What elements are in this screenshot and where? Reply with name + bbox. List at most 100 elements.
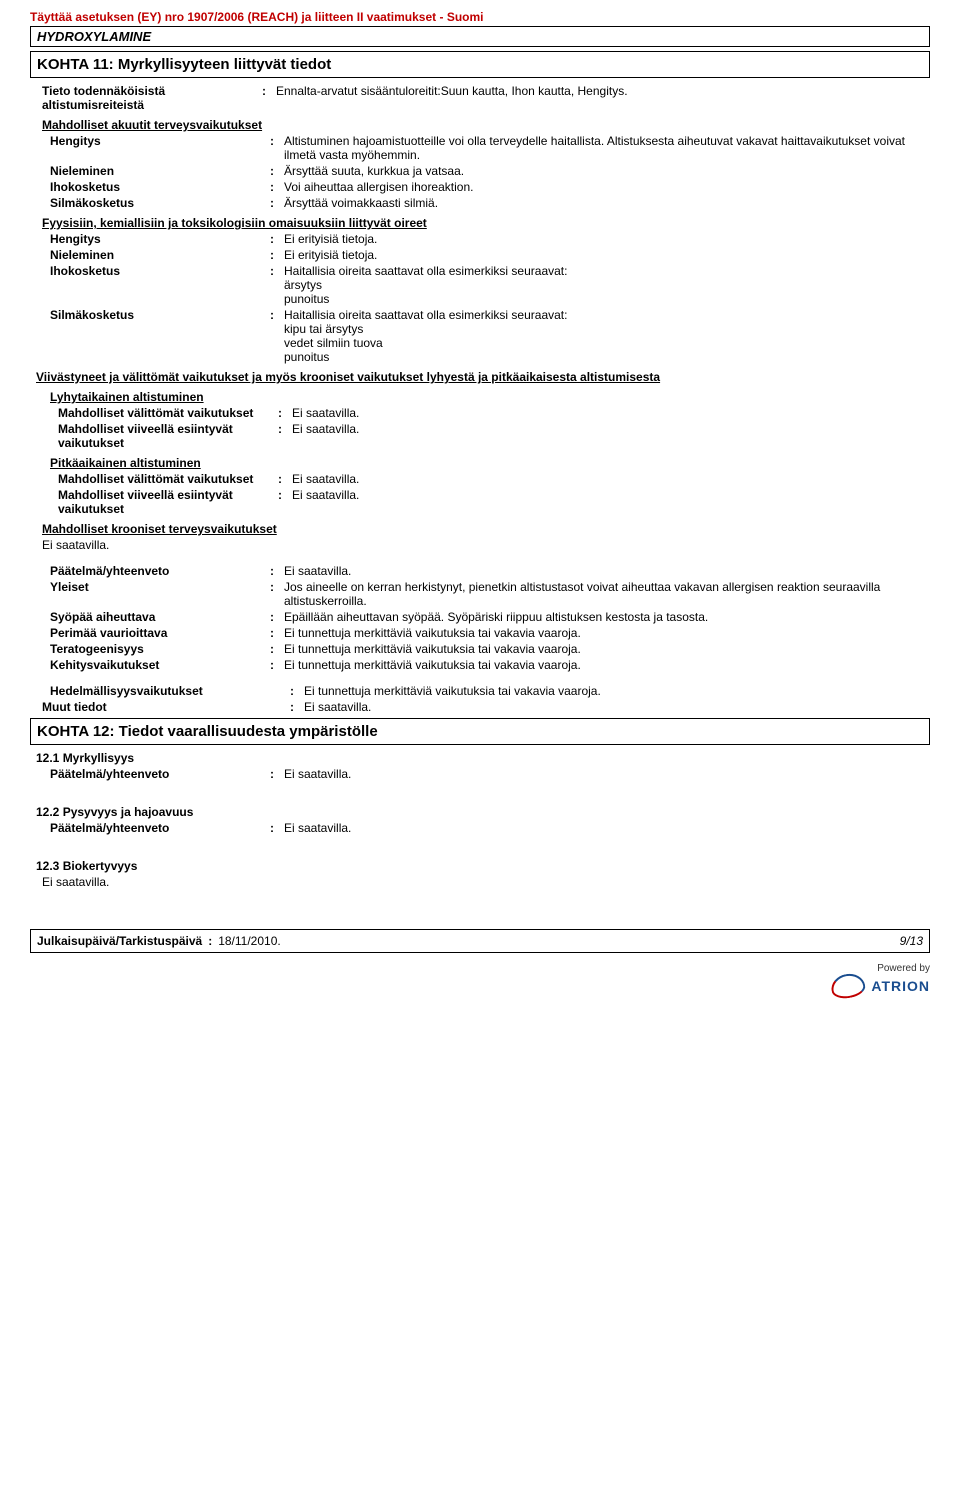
symptoms-heading: Fyysisiin, kemiallisiin ja toksikologisi… — [42, 216, 930, 230]
long-term-heading: Pitkäaikainen altistuminen — [50, 456, 930, 470]
s12-2-summary-value: Ei saatavilla. — [284, 821, 930, 835]
conclusion-perimaa-row: Perimää vaurioittava : Ei tunnettuja mer… — [50, 626, 930, 640]
acute-ihokosketus-row: Ihokosketus : Voi aiheuttaa allergisen i… — [50, 180, 930, 194]
symptoms-nieleminen-value: Ei erityisiä tietoja. — [284, 248, 930, 262]
conclusion-hedelmallisyys-value: Ei tunnettuja merkittäviä vaikutuksia ta… — [304, 684, 930, 698]
short-delayed-label: Mahdolliset viiveellä esiintyvät vaikutu… — [58, 422, 278, 450]
long-immediate-label: Mahdolliset välittömät vaikutukset — [58, 472, 278, 486]
regulation-header: Täyttää asetuksen (EY) nro 1907/2006 (RE… — [30, 10, 930, 24]
symptoms-silmakosketus-row: Silmäkosketus : Haitallisia oireita saat… — [50, 308, 930, 364]
short-immediate-row: Mahdolliset välittömät vaikutukset : Ei … — [58, 406, 930, 420]
product-name-box: HYDROXYLAMINE — [30, 26, 930, 47]
acute-silmakosketus-row: Silmäkosketus : Ärsyttää voimakkaasti si… — [50, 196, 930, 210]
conclusion-summary-label: Päätelmä/yhteenveto — [50, 564, 270, 578]
conclusion-hedelmallisyys-label: Hedelmällisyysvaikutukset — [50, 684, 290, 698]
s12-1-summary-label: Päätelmä/yhteenveto — [50, 767, 270, 781]
colon: : — [278, 488, 292, 516]
exposure-routes-value: Ennalta-arvatut sisääntuloreitit:Suun ka… — [276, 84, 930, 112]
section-12-title: KOHTA 12: Tiedot vaarallisuudesta ympäri… — [37, 723, 923, 740]
acute-effects-heading: Mahdolliset akuutit terveysvaikutukset — [42, 118, 930, 132]
section-11-box: KOHTA 11: Myrkyllisyyteen liittyvät tied… — [30, 51, 930, 78]
conclusion-syopaa-label: Syöpää aiheuttava — [50, 610, 270, 624]
conclusion-summary-value: Ei saatavilla. — [284, 564, 930, 578]
conclusion-hedelmallisyys-row: Hedelmällisyysvaikutukset : Ei tunnettuj… — [50, 684, 930, 698]
section-12-3-heading: 12.3 Biokertyvyys — [36, 859, 930, 873]
short-term-heading: Lyhytaikainen altistuminen — [50, 390, 930, 404]
symptoms-silmakosketus-value: Haitallisia oireita saattavat olla esime… — [284, 308, 930, 364]
conclusion-perimaa-value: Ei tunnettuja merkittäviä vaikutuksia ta… — [284, 626, 930, 640]
short-delayed-row: Mahdolliset viiveellä esiintyvät vaikutu… — [58, 422, 930, 450]
colon: : — [270, 308, 284, 364]
conclusion-yleiset-row: Yleiset : Jos aineelle on kerran herkist… — [50, 580, 930, 608]
short-immediate-value: Ei saatavilla. — [292, 406, 930, 420]
conclusion-perimaa-label: Perimää vaurioittava — [50, 626, 270, 640]
colon: : — [270, 180, 284, 194]
acute-nieleminen-label: Nieleminen — [50, 164, 270, 178]
colon: : — [208, 934, 212, 948]
product-name: HYDROXYLAMINE — [37, 29, 151, 44]
acute-ihokosketus-label: Ihokosketus — [50, 180, 270, 194]
conclusion-kehitys-row: Kehitysvaikutukset : Ei tunnettuja merki… — [50, 658, 930, 672]
short-delayed-value: Ei saatavilla. — [292, 422, 930, 450]
symptoms-nieleminen-row: Nieleminen : Ei erityisiä tietoja. — [50, 248, 930, 262]
acute-silmakosketus-value: Ärsyttää voimakkaasti silmiä. — [284, 196, 930, 210]
acute-nieleminen-row: Nieleminen : Ärsyttää suuta, kurkkua ja … — [50, 164, 930, 178]
symptoms-ihokosketus-value: Haitallisia oireita saattavat olla esime… — [284, 264, 930, 306]
colon: : — [270, 642, 284, 656]
colon: : — [278, 406, 292, 420]
colon: : — [290, 684, 304, 698]
chronic-heading: Mahdolliset krooniset terveysvaikutukset — [42, 522, 930, 536]
section-11-title: KOHTA 11: Myrkyllisyyteen liittyvät tied… — [37, 56, 923, 73]
colon: : — [270, 164, 284, 178]
symptoms-hengitys-value: Ei erityisiä tietoja. — [284, 232, 930, 246]
delayed-effects-heading: Viivästyneet ja välittömät vaikutukset j… — [36, 370, 930, 384]
exposure-routes-label: Tieto todennäköisistä altistumisreiteist… — [42, 84, 262, 112]
colon: : — [270, 248, 284, 262]
symptoms-hengitys-row: Hengitys : Ei erityisiä tietoja. — [50, 232, 930, 246]
powered-by-text: Powered by — [30, 963, 930, 974]
powered-by-block: Powered by ATRION — [30, 963, 930, 1001]
long-delayed-label: Mahdolliset viiveellä esiintyvät vaikutu… — [58, 488, 278, 516]
conclusion-yleiset-label: Yleiset — [50, 580, 270, 608]
section-12-1-heading: 12.1 Myrkyllisyys — [36, 751, 930, 765]
colon: : — [270, 580, 284, 608]
s12-1-summary-value: Ei saatavilla. — [284, 767, 930, 781]
logo-text: ATRION — [871, 978, 930, 994]
colon: : — [278, 422, 292, 450]
line: Haitallisia oireita saattavat olla esime… — [284, 308, 930, 322]
section-12-box: KOHTA 12: Tiedot vaarallisuudesta ympäri… — [30, 718, 930, 745]
conclusion-summary-row: Päätelmä/yhteenveto : Ei saatavilla. — [50, 564, 930, 578]
acute-silmakosketus-label: Silmäkosketus — [50, 196, 270, 210]
line: ärsytys — [284, 278, 930, 292]
colon: : — [270, 626, 284, 640]
colon: : — [290, 700, 304, 714]
long-delayed-row: Mahdolliset viiveellä esiintyvät vaikutu… — [58, 488, 930, 516]
colon: : — [270, 821, 284, 835]
colon: : — [278, 472, 292, 486]
line: vedet silmiin tuova — [284, 336, 930, 350]
colon: : — [270, 658, 284, 672]
footer-page-number: 9/13 — [900, 934, 923, 948]
symptoms-ihokosketus-row: Ihokosketus : Haitallisia oireita saatta… — [50, 264, 930, 306]
conclusion-teratogeenisyys-row: Teratogeenisyys : Ei tunnettuja merkittä… — [50, 642, 930, 656]
atrion-logo: ATRION — [831, 974, 930, 998]
short-immediate-label: Mahdolliset välittömät vaikutukset — [58, 406, 278, 420]
long-immediate-row: Mahdolliset välittömät vaikutukset : Ei … — [58, 472, 930, 486]
conclusion-syopaa-row: Syöpää aiheuttava : Epäillään aiheuttava… — [50, 610, 930, 624]
exposure-routes-row: Tieto todennäköisistä altistumisreiteist… — [42, 84, 930, 112]
conclusion-teratogeenisyys-value: Ei tunnettuja merkittäviä vaikutuksia ta… — [284, 642, 930, 656]
footer-bar: Julkaisupäivä/Tarkistuspäivä : 18/11/201… — [30, 929, 930, 953]
conclusion-teratogeenisyys-label: Teratogeenisyys — [50, 642, 270, 656]
s12-1-summary-row: Päätelmä/yhteenveto : Ei saatavilla. — [50, 767, 930, 781]
colon: : — [270, 767, 284, 781]
conclusion-kehitys-value: Ei tunnettuja merkittäviä vaikutuksia ta… — [284, 658, 930, 672]
colon: : — [270, 564, 284, 578]
footer-date-label: Julkaisupäivä/Tarkistuspäivä — [37, 934, 202, 948]
logo-swirl-icon — [830, 971, 868, 1001]
conclusion-yleiset-value: Jos aineelle on kerran herkistynyt, pien… — [284, 580, 930, 608]
long-immediate-value: Ei saatavilla. — [292, 472, 930, 486]
chronic-text: Ei saatavilla. — [42, 538, 930, 552]
footer-date-value: 18/11/2010. — [218, 934, 281, 948]
conclusion-syopaa-value: Epäillään aiheuttavan syöpää. Syöpäriski… — [284, 610, 930, 624]
colon: : — [270, 610, 284, 624]
